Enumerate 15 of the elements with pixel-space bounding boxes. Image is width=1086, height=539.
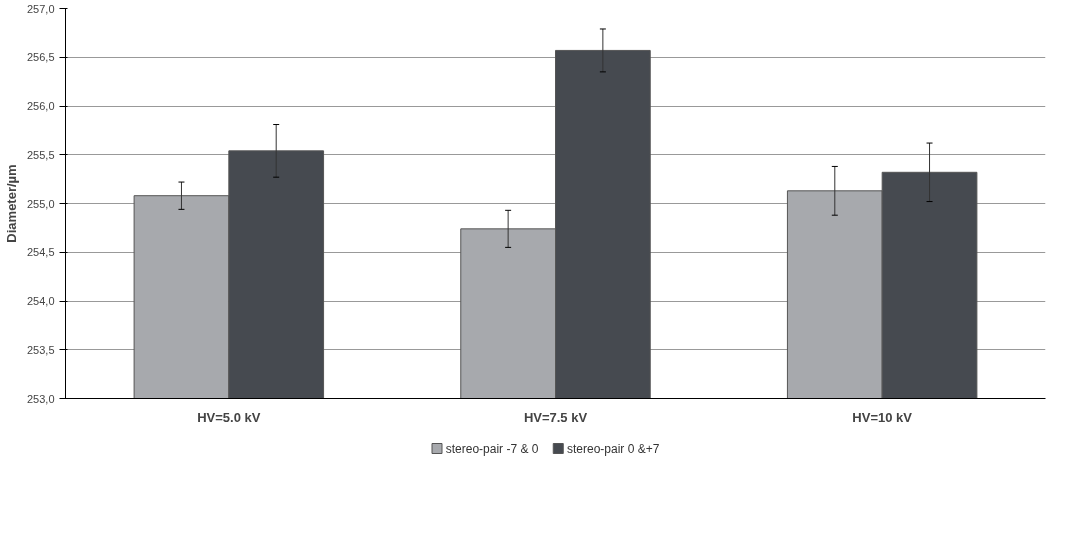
legend-label: stereo-pair 0 &+7: [566, 441, 660, 456]
x-tick-label: HV=7.5 kV: [523, 409, 588, 425]
x-tick-label: HV=5.0 kV: [197, 409, 261, 425]
y-tick-label: 253,5: [26, 343, 55, 356]
legend-label: stereo-pair -7 & 0: [445, 441, 539, 456]
y-tick-label: 253,0: [26, 392, 55, 405]
y-tick-label: 257,0: [26, 2, 55, 15]
y-tick-label: 254,0: [26, 295, 55, 307]
y-tick-label: 256,0: [26, 100, 55, 112]
y-tick-label: 256,5: [26, 51, 55, 64]
y-tick-label: 255,5: [26, 148, 55, 161]
y-tick-label: 254,5: [26, 246, 55, 259]
y-tick-label: 255,0: [26, 197, 55, 210]
x-tick-label: HV=10 kV: [852, 409, 913, 425]
y-axis-title: Diameter/µm: [3, 164, 19, 243]
